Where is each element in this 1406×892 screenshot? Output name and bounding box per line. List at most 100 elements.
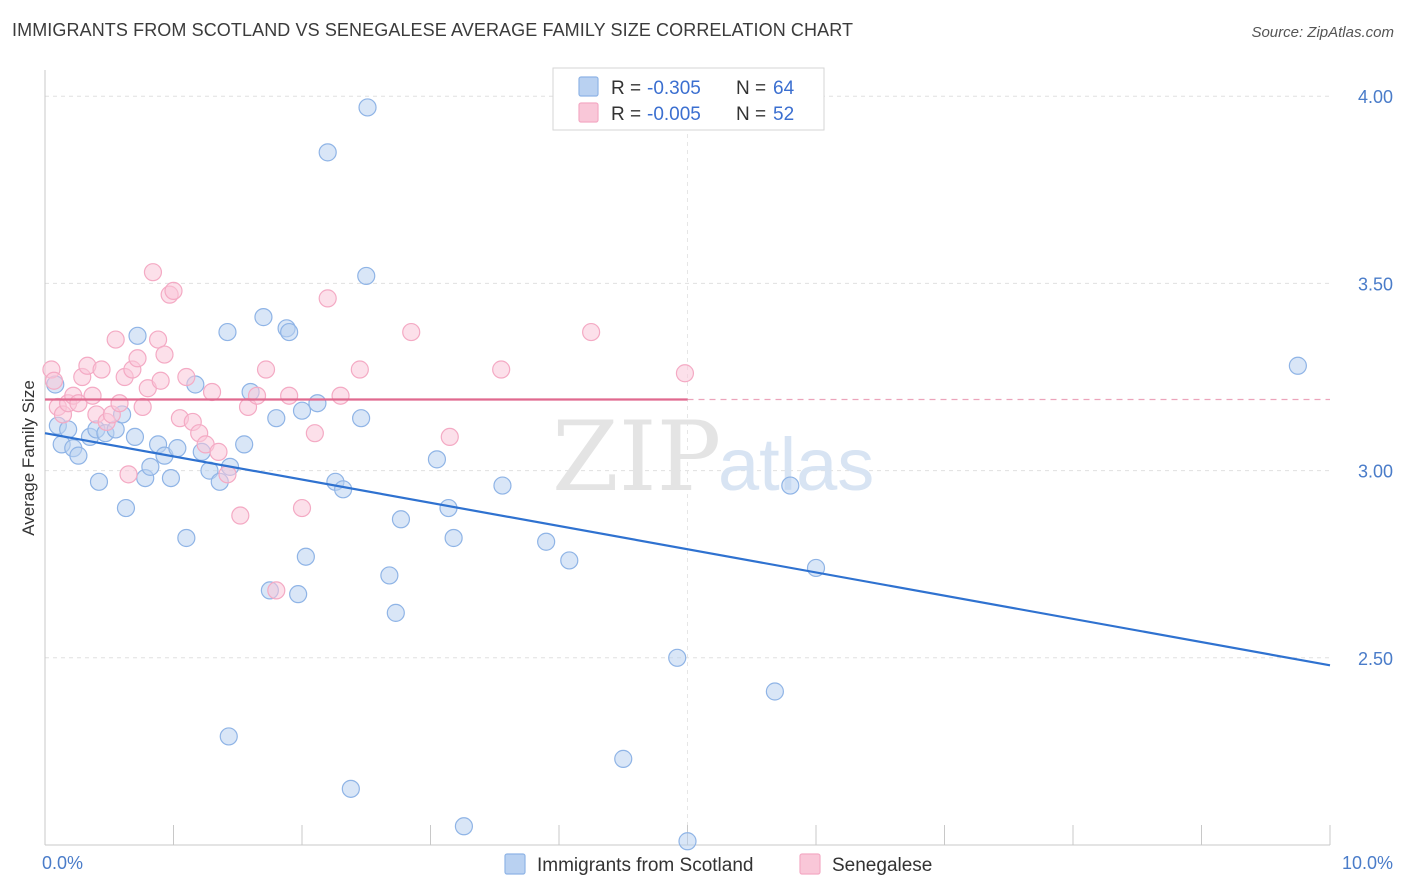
- point-scotland-45: [357, 266, 376, 286]
- point-scotland-52: [444, 528, 463, 548]
- point-scotland-57: [614, 749, 633, 768]
- point-scotland-49: [391, 510, 411, 529]
- point-scotland-44: [352, 409, 371, 428]
- watermark-zip: ZIP: [552, 401, 721, 513]
- point-senegalese-9: [83, 386, 102, 405]
- trend-line-scotland: [44, 432, 1331, 667]
- y-tick-label-0: 2.50: [1358, 649, 1393, 669]
- legend-swatch-pink: [578, 102, 599, 123]
- point-scotland-8: [89, 472, 109, 491]
- point-senegalese-15: [110, 394, 129, 413]
- point-scotland-60: [765, 682, 784, 701]
- point-scotland-53: [454, 817, 474, 836]
- chart-title: IMMIGRANTS FROM SCOTLAND VS SENEGALESE A…: [12, 20, 854, 40]
- source-label: Source: ZipAtlas.com: [1251, 24, 1394, 41]
- point-senegalese-11: [92, 360, 111, 379]
- point-scotland-13: [125, 427, 145, 447]
- top-legend: R = -0.305 N = 64 R = -0.005 N = 52: [552, 67, 825, 131]
- y-tick-label-1: 3.00: [1358, 462, 1393, 482]
- point-scotland-58: [668, 648, 687, 667]
- point-senegalese-29: [177, 367, 196, 387]
- point-scotland-39: [308, 394, 327, 413]
- point-scotland-48: [386, 603, 405, 622]
- point-scotland-26: [218, 322, 237, 342]
- point-senegalese-27: [164, 281, 183, 300]
- y-axis-label: Average Family Size: [19, 380, 38, 536]
- point-senegalese-23: [148, 330, 168, 349]
- legend-swatch-blue: [578, 76, 599, 97]
- x-tick-label-1: 10.0%: [1342, 853, 1393, 873]
- legend-n-label-1: N =: [736, 78, 766, 99]
- point-scotland-50: [427, 450, 447, 469]
- x-tick-label-0: 0.0%: [42, 853, 83, 873]
- point-scotland-46: [358, 98, 377, 117]
- point-senegalese-41: [280, 386, 299, 405]
- point-scotland-43: [341, 779, 360, 798]
- legend-n-label-2: N =: [736, 104, 766, 125]
- point-scotland-36: [289, 585, 308, 604]
- y-tick-labels: 2.50 3.00 3.50 4.00: [1358, 87, 1393, 669]
- point-scotland-12: [116, 498, 136, 518]
- point-senegalese-51: [675, 364, 695, 383]
- point-senegalese-36: [231, 506, 250, 525]
- point-scotland-19: [161, 468, 181, 488]
- point-scotland-56: [560, 551, 579, 570]
- point-scotland-37: [292, 401, 312, 420]
- point-scotland-59: [678, 832, 697, 851]
- point-senegalese-43: [305, 424, 324, 443]
- legend-r-value-1: -0.305: [647, 78, 701, 99]
- point-senegalese-44: [318, 289, 337, 308]
- y-tick-label-3: 4.00: [1358, 87, 1393, 107]
- trend-lines: [44, 398, 1331, 667]
- point-scotland-42: [334, 480, 353, 499]
- point-scotland-31: [254, 308, 273, 327]
- point-scotland-63: [1288, 356, 1307, 375]
- point-senegalese-38: [247, 386, 267, 405]
- point-senegalese-45: [331, 386, 350, 405]
- bottom-legend: Immigrants from Scotland Senegalese: [504, 853, 932, 876]
- point-senegalese-47: [402, 322, 421, 342]
- point-scotland-38: [296, 547, 315, 566]
- point-senegalese-50: [582, 322, 601, 342]
- point-scotland-16: [141, 457, 160, 476]
- bottom-legend-swatch-senegalese: [799, 853, 821, 875]
- bottom-legend-swatch-scotland: [504, 853, 526, 875]
- point-scotland-47: [380, 566, 399, 585]
- point-senegalese-1: [44, 371, 64, 390]
- legend-r-label-1: R =: [611, 78, 641, 99]
- point-senegalese-48: [440, 427, 459, 447]
- point-scotland-20: [168, 439, 187, 458]
- y-tick-label-2: 3.50: [1358, 274, 1393, 294]
- point-scotland-14: [128, 326, 147, 345]
- point-senegalese-42: [292, 498, 312, 518]
- point-senegalese-35: [218, 465, 237, 484]
- point-scotland-35: [280, 322, 299, 342]
- point-scotland-54: [493, 476, 512, 495]
- point-senegalese-14: [106, 330, 125, 349]
- point-senegalese-34: [209, 442, 228, 461]
- bottom-legend-label-senegalese: Senegalese: [832, 855, 932, 876]
- legend-n-value-2: 52: [773, 104, 794, 125]
- point-senegalese-46: [350, 360, 369, 379]
- point-scotland-5: [69, 446, 88, 465]
- point-senegalese-33: [202, 382, 222, 402]
- point-scotland-55: [537, 532, 556, 551]
- point-scotland-61: [781, 476, 800, 495]
- watermark-atlas: atlas: [718, 423, 874, 506]
- point-senegalese-39: [256, 360, 276, 379]
- point-senegalese-40: [267, 581, 286, 600]
- watermark: ZIP atlas: [552, 401, 874, 513]
- point-senegalese-49: [492, 360, 511, 379]
- series-senegalese-points: [42, 263, 695, 600]
- point-scotland-30: [219, 727, 238, 746]
- point-senegalese-24: [151, 371, 170, 390]
- bottom-legend-label-scotland: Immigrants from Scotland: [537, 855, 753, 876]
- x-tick-labels: 0.0% 10.0%: [42, 853, 1393, 873]
- point-scotland-40: [318, 143, 337, 162]
- point-senegalese-22: [143, 263, 163, 282]
- point-scotland-21: [177, 528, 196, 548]
- point-scotland-28: [235, 435, 254, 454]
- point-senegalese-17: [119, 465, 138, 484]
- point-senegalese-19: [128, 349, 147, 368]
